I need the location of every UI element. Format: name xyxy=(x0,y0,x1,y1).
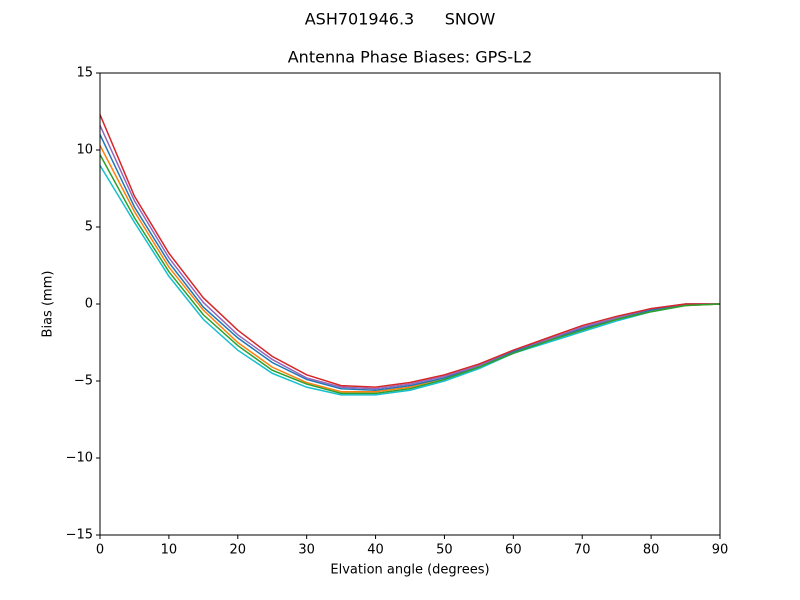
y-tick-label: −5 xyxy=(74,374,93,389)
y-axis-label: Bias (mm) xyxy=(41,271,56,338)
y-tick-label: −15 xyxy=(66,528,93,543)
x-tick-label: 90 xyxy=(712,543,729,558)
series-line xyxy=(99,154,721,395)
series-line xyxy=(99,114,720,388)
x-tick-label: 70 xyxy=(574,543,591,558)
y-tick-label: 0 xyxy=(85,297,93,312)
y-tick-label: −10 xyxy=(66,451,93,466)
chart-title: Antenna Phase Biases: GPS-L2 xyxy=(288,48,533,67)
x-tick-label: 80 xyxy=(643,543,660,558)
x-tick-label: 20 xyxy=(230,543,247,558)
y-tick-label: 15 xyxy=(76,66,93,81)
x-tick-label: 0 xyxy=(96,543,104,558)
x-tick-label: 10 xyxy=(161,543,178,558)
x-axis-label: Elvation angle (degrees) xyxy=(330,563,489,578)
x-tick-label: 50 xyxy=(436,543,453,558)
y-tick-label: 10 xyxy=(76,143,93,158)
chart-suptitle: ASH701946.3 SNOW xyxy=(305,10,496,29)
series-line xyxy=(99,165,721,396)
plot-frame xyxy=(99,72,721,536)
series-line xyxy=(99,134,720,391)
series-line xyxy=(99,125,720,390)
x-tick-label: 60 xyxy=(505,543,522,558)
y-tick-label: 5 xyxy=(85,220,93,235)
x-tick-label: 40 xyxy=(367,543,384,558)
x-tick-label: 30 xyxy=(298,543,315,558)
series-line xyxy=(99,145,721,393)
